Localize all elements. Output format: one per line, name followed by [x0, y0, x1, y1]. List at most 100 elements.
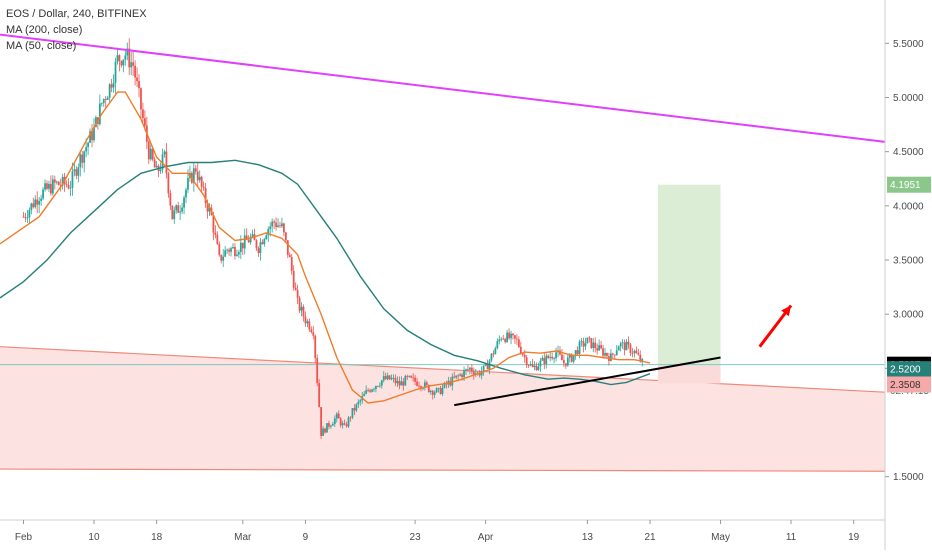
candle-body [251, 234, 254, 237]
candle-body [594, 342, 597, 349]
candle-body [273, 221, 276, 223]
candle-body [551, 356, 554, 359]
candle-body [46, 183, 48, 189]
candle-body [543, 357, 546, 365]
candle-body [335, 413, 338, 419]
candle-body [275, 222, 277, 227]
ma200-line[interactable] [0, 159, 651, 386]
candle-body [243, 235, 246, 249]
candle-body [151, 148, 154, 160]
candle-body [100, 103, 103, 104]
legend-ma50[interactable]: MA (50, close) [6, 40, 77, 52]
candle-body [414, 377, 416, 382]
candle-body [185, 189, 187, 198]
candle-body [122, 59, 125, 66]
candle-body [98, 103, 101, 125]
candle-body [234, 246, 236, 256]
candle-body [300, 306, 303, 311]
support-zone[interactable] [0, 346, 885, 472]
candle-body [506, 332, 509, 342]
candle-body [519, 346, 522, 354]
candle-body [584, 343, 587, 347]
candle-body [312, 332, 315, 336]
candle-body [331, 423, 334, 426]
candle-body [457, 375, 460, 377]
candle-body [490, 353, 493, 361]
ma200-value-badge-text: 2.3508 [890, 380, 921, 391]
candle-body [425, 382, 428, 385]
candle-body [380, 380, 383, 386]
candle-body [461, 374, 463, 378]
candle-body [580, 341, 583, 342]
candle-body [375, 386, 377, 389]
magenta-trendline[interactable] [0, 33, 886, 143]
candle-body [382, 376, 385, 381]
candle-body [625, 341, 628, 351]
candle-body [431, 390, 434, 395]
candle-body [53, 179, 56, 183]
x-tick-label: Feb [15, 532, 33, 543]
candle-body [245, 235, 248, 241]
candle-body [106, 97, 109, 100]
candle-body [200, 176, 203, 187]
candle-body [65, 184, 68, 186]
candle-body [576, 350, 579, 354]
candle-body [55, 181, 58, 183]
price-scale[interactable] [885, 0, 932, 550]
candle-body [110, 84, 113, 88]
candle-body [600, 345, 602, 349]
candle-body [302, 306, 305, 317]
candle-body [439, 388, 442, 395]
candle-body [478, 372, 481, 376]
candle-body [586, 337, 589, 344]
candle-body [140, 88, 142, 110]
candle-body [378, 385, 381, 387]
candle-body [410, 375, 413, 378]
candle-body [574, 350, 577, 355]
candle-body [69, 187, 72, 189]
ma50-line[interactable] [0, 91, 651, 404]
candle-body [187, 178, 189, 190]
candle-body [267, 229, 270, 236]
candle-body [443, 382, 446, 388]
candle-body [635, 350, 638, 354]
candle-body [553, 358, 556, 360]
candle-body [435, 388, 438, 393]
candle-body [441, 387, 444, 395]
y-tick-label: 5.0000 [893, 93, 924, 104]
candle-body [412, 377, 415, 379]
support-zone-top-line[interactable] [0, 346, 886, 393]
up-arrow-head[interactable] [781, 305, 792, 317]
candle-body [355, 404, 358, 411]
legend-ma200[interactable]: MA (200, close) [6, 24, 83, 36]
candle-body [400, 381, 403, 386]
candle-body [155, 165, 158, 168]
black-trendline[interactable] [454, 356, 721, 407]
candle-body [286, 240, 289, 255]
candle-body [545, 355, 548, 365]
candle-body [512, 333, 514, 336]
candle-body [637, 353, 640, 355]
candle-body [363, 393, 366, 397]
candle-body [173, 210, 176, 220]
x-tick-label: 21 [644, 532, 656, 543]
long-position-target-zone[interactable] [657, 184, 721, 366]
candle-body [561, 354, 563, 361]
long-position-stop-zone[interactable] [657, 365, 721, 384]
candle-body [508, 332, 510, 339]
ma200-value-badge [887, 376, 931, 393]
candle-body [284, 232, 287, 241]
candle-body [247, 240, 250, 243]
candle-body [639, 354, 642, 362]
support-zone-bottom-line[interactable] [0, 468, 886, 472]
candle-body [596, 348, 599, 351]
candle-body [359, 400, 362, 402]
candle-body [498, 339, 501, 342]
candle-body [539, 360, 542, 367]
candle-body [541, 357, 544, 361]
candle-body [192, 168, 195, 183]
candle-body [373, 388, 375, 390]
x-tick-label: 10 [88, 532, 100, 543]
